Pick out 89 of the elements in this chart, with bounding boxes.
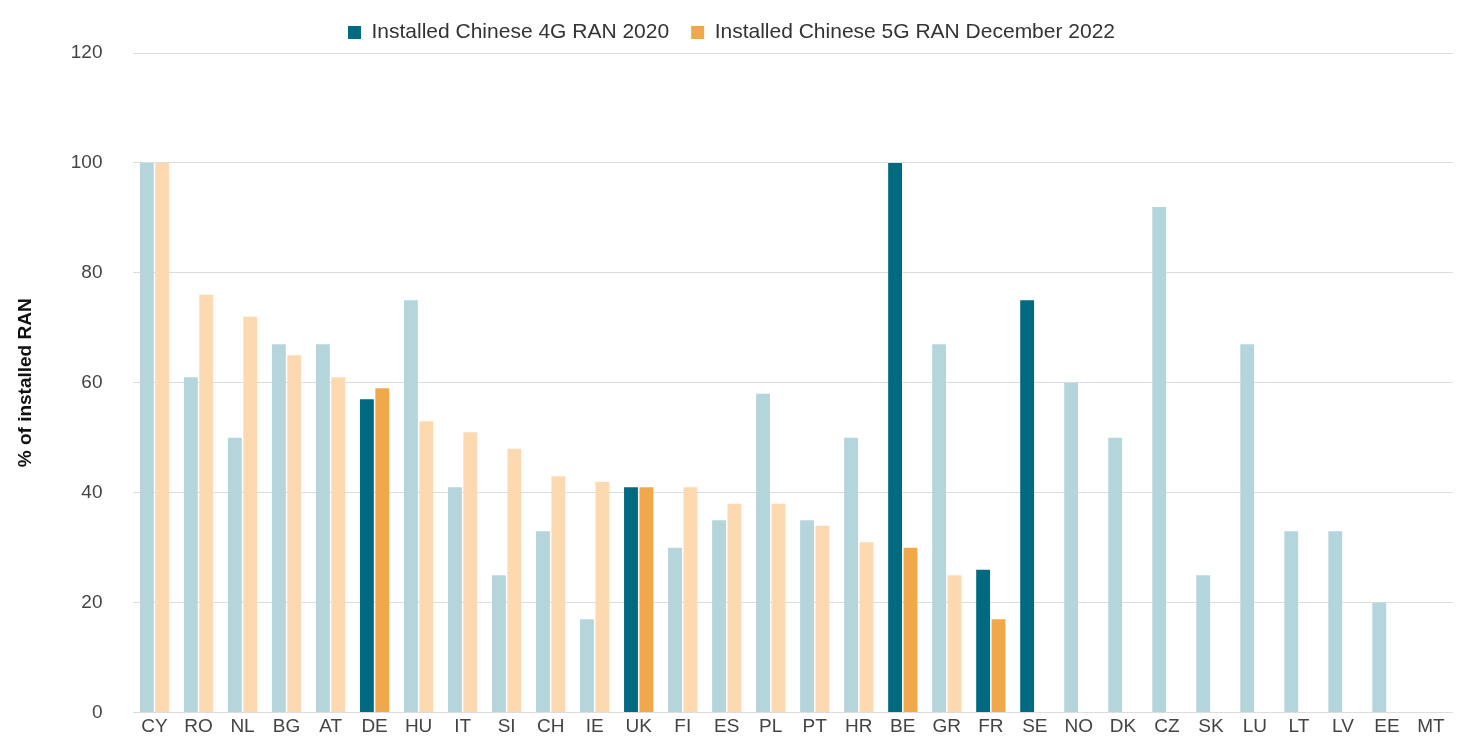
bar [595, 481, 610, 713]
x-tick-label: SE [1022, 715, 1048, 737]
x-tick-label: LU [1242, 715, 1268, 737]
x-tick-label: BG [272, 715, 301, 737]
bar [624, 487, 638, 713]
bar [243, 316, 258, 713]
bar [888, 162, 903, 713]
bar [932, 344, 947, 713]
bar [227, 437, 242, 713]
bar [551, 476, 566, 713]
x-tick-label: CH [536, 715, 565, 737]
bar [287, 355, 302, 713]
y-tick-label: 120 [70, 41, 103, 63]
bar [447, 487, 462, 713]
x-tick-label: EE [1374, 715, 1400, 737]
bar [580, 619, 594, 713]
bar [155, 162, 170, 713]
bar [1108, 437, 1123, 713]
y-tick-label: 20 [81, 590, 103, 612]
x-tick-label: RO [184, 715, 213, 737]
bar [463, 432, 478, 713]
x-tick-label: NO [1064, 715, 1094, 737]
x-tick-label: BE [890, 715, 916, 737]
x-tick-label: PL [759, 715, 783, 737]
x-tick-label: HR [845, 715, 873, 737]
legend-label: Installed Chinese 5G RAN December 2022 [714, 19, 1116, 43]
bar [1372, 602, 1387, 713]
bar [1240, 344, 1255, 713]
bar [331, 377, 346, 713]
bar [859, 542, 874, 713]
bar [315, 344, 330, 713]
bar [903, 547, 918, 713]
x-tick-label: IE [585, 715, 604, 737]
x-tick-label: DK [1109, 715, 1137, 737]
y-tick-label: 60 [81, 371, 103, 393]
bar [800, 520, 814, 713]
bar [1152, 206, 1167, 713]
x-tick-label: MT [1417, 715, 1446, 737]
y-tick-label: 40 [81, 480, 103, 502]
bar [668, 547, 682, 713]
bar [991, 619, 1006, 713]
x-tick-label: GR [932, 715, 962, 737]
bar [712, 520, 726, 713]
bar [639, 487, 654, 713]
y-tick-label: 0 [91, 700, 103, 722]
bar [844, 437, 859, 713]
y-tick-label: 80 [81, 261, 103, 283]
bar [271, 344, 286, 713]
x-tick-label: IT [454, 715, 472, 737]
x-tick-label: HU [404, 715, 433, 737]
x-tick-label: PT [802, 715, 828, 737]
x-tick-label: FI [674, 715, 692, 737]
bar [375, 388, 390, 713]
bar [403, 300, 418, 713]
bar [683, 487, 698, 713]
bar [536, 531, 550, 713]
y-axis-title: % of installed RAN [13, 298, 35, 468]
bar [507, 448, 522, 713]
x-tick-label: SK [1198, 715, 1224, 737]
bar [1064, 382, 1079, 713]
bar [139, 162, 154, 713]
x-tick-label: AT [319, 715, 343, 737]
x-tick-label: FR [978, 715, 1004, 737]
bar [947, 575, 962, 713]
bar [815, 525, 830, 713]
bar [183, 377, 198, 713]
bar [199, 294, 214, 713]
x-tick-label: ES [714, 715, 740, 737]
bar [727, 503, 742, 713]
bar [1284, 531, 1299, 713]
x-tick-label: NL [230, 715, 255, 737]
bar [976, 569, 991, 713]
bar [359, 399, 374, 713]
y-tick-label: 100 [70, 151, 103, 173]
x-tick-label: SI [497, 715, 516, 737]
bar [492, 575, 506, 713]
x-tick-label: LV [1332, 715, 1355, 737]
x-tick-label: LT [1288, 715, 1310, 737]
x-tick-label: CY [141, 715, 169, 737]
bar [419, 421, 434, 713]
x-tick-label: CZ [1154, 715, 1180, 737]
bar [771, 503, 786, 713]
bar [1328, 531, 1343, 713]
bar [1196, 575, 1211, 713]
bar [756, 393, 770, 713]
x-tick-label: UK [625, 715, 653, 737]
x-tick-label: DE [361, 715, 388, 737]
legend-label: Installed Chinese 4G RAN 2020 [371, 19, 670, 43]
bar [1020, 300, 1035, 713]
